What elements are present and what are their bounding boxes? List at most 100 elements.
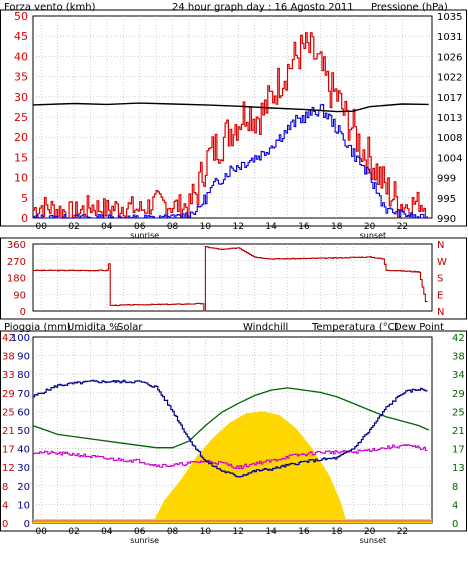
temperature-ytick-13: 13 [452, 463, 465, 474]
temperature-ytick-29: 29 [452, 389, 465, 400]
climate-panel-hour-label-04: 04 [101, 527, 113, 537]
rain-ytick-12: 12 [2, 463, 15, 474]
rain-ytick-8: 8 [2, 482, 8, 493]
rain-ytick-21: 21 [2, 426, 15, 437]
temperature-ytick-42: 42 [452, 333, 465, 344]
direction-ytick-180: 180 [7, 274, 26, 285]
pressure-ytick-1035: 1035 [437, 12, 462, 23]
temperature-ytick-4: 4 [452, 500, 458, 511]
header-title: 24 hour graph day : 16 Agosto 2011 [172, 2, 354, 13]
wind-panel-hour-label-18: 18 [331, 222, 343, 232]
temperature-ytick-34: 34 [452, 370, 465, 381]
wind-panel-hour-label-00: 00 [35, 222, 47, 232]
climate-panel-hour-label-02: 02 [68, 527, 79, 537]
rain-ytick-0: 0 [2, 519, 8, 530]
temperature-ytick-0: 0 [452, 519, 458, 530]
wind-panel-sunset-label: sunset [360, 231, 387, 240]
humidity-ytick-30: 30 [17, 463, 30, 474]
climate-panel-sunrise-label: sunrise [130, 536, 159, 545]
humidity-ytick-80: 80 [17, 370, 30, 381]
pressure-ytick-1013: 1013 [437, 113, 462, 124]
wind-panel-border [0, 9, 467, 227]
pressure-ytick-1017: 1017 [437, 93, 462, 104]
pressure-ytick-990: 990 [437, 214, 456, 225]
wind-panel-hour-label-08: 08 [167, 222, 179, 232]
wind-ytick-45: 45 [14, 30, 28, 43]
climate-panel-hour-label-18: 18 [331, 527, 343, 537]
rain-ytick-17: 17 [2, 445, 15, 456]
rain-ytick-29: 29 [2, 389, 15, 400]
direction-ytick-360: 360 [7, 240, 26, 251]
wind-ytick-25: 25 [14, 111, 28, 124]
wind-ytick-15: 15 [14, 151, 28, 164]
wind-panel-plot-area [32, 15, 433, 219]
pressure-ytick-1008: 1008 [437, 133, 462, 144]
rain-ytick-38: 38 [2, 352, 15, 363]
direction-ytick-270: 270 [7, 257, 26, 268]
direction-compass-N-4: N [437, 240, 444, 251]
legend-windchill: Windchill [243, 322, 288, 333]
climate-panel-hour-label-12: 12 [233, 527, 244, 537]
wind-panel-hour-label-20: 20 [364, 222, 376, 232]
wind-ytick-20: 20 [14, 131, 28, 144]
legend-temperature: Temperatura (°C) [311, 322, 399, 333]
direction-ytick-90: 90 [13, 290, 26, 301]
humidity-ytick-0: 0 [24, 519, 30, 530]
climate-panel-hour-label-00: 00 [35, 527, 47, 537]
climate-panel-sunset-label: sunset [360, 536, 387, 545]
pressure-ytick-999: 999 [437, 174, 456, 185]
wind-panel-sunrise-label: sunrise [130, 231, 159, 240]
humidity-ytick-100: 100 [11, 333, 30, 344]
climate-panel-hour-label-20: 20 [364, 527, 376, 537]
wind-panel-hour-label-10: 10 [200, 222, 212, 232]
wind-direction-line [33, 245, 428, 312]
pressure-ytick-1026: 1026 [437, 52, 462, 63]
wind-ytick-35: 35 [14, 71, 28, 84]
wind-panel-hour-label-04: 04 [101, 222, 113, 232]
climate-panel-hour-label-16: 16 [298, 527, 310, 537]
wind-average-line [33, 103, 428, 219]
wind-ytick-30: 30 [14, 91, 28, 104]
legend-dew-point: Dew Point [394, 322, 444, 333]
pressure-ytick-1004: 1004 [437, 153, 462, 164]
humidity-ytick-70: 70 [17, 389, 30, 400]
humidity-ytick-20: 20 [17, 482, 30, 493]
temperature-ytick-17: 17 [452, 445, 465, 456]
pressure-ytick-995: 995 [437, 194, 456, 205]
wind-panel-hour-label-16: 16 [298, 222, 310, 232]
legend-humidity: Umidita % [67, 322, 119, 333]
pressure-line [32, 102, 429, 113]
climate-panel-hour-label-10: 10 [200, 527, 212, 537]
wind-gust-line [33, 32, 428, 219]
direction-ytick-0: 0 [20, 307, 26, 318]
humidity-ytick-10: 10 [17, 500, 30, 511]
climate-panel-border [0, 330, 467, 532]
humidity-ytick-60: 60 [17, 407, 30, 418]
rain-ytick-4: 4 [2, 500, 8, 511]
climate-panel-hour-label-22: 22 [397, 527, 408, 537]
rain-ytick-25: 25 [2, 407, 15, 418]
direction-panel-border [0, 237, 467, 320]
climate-panel-hour-label-06: 06 [134, 527, 146, 537]
temperature-ytick-25: 25 [452, 407, 465, 418]
pressure-ytick-1031: 1031 [437, 32, 462, 43]
temperature-ytick-8: 8 [452, 482, 458, 493]
humidity-ytick-40: 40 [17, 445, 30, 456]
wind-panel-hour-label-12: 12 [233, 222, 244, 232]
temperature-ytick-21: 21 [452, 426, 465, 437]
temperature-line [32, 387, 429, 449]
rain-ytick-42: 42 [2, 333, 15, 344]
direction-compass-S-2: S [437, 274, 443, 285]
wind-ytick-50: 50 [14, 10, 28, 23]
climate-panel-hour-label-08: 08 [167, 527, 179, 537]
dew-point-line [33, 444, 428, 469]
wind-ytick-40: 40 [14, 50, 28, 63]
climate-panel-hour-label-14: 14 [265, 527, 277, 537]
wind-panel-hour-label-22: 22 [397, 222, 408, 232]
rain-ytick-33: 33 [2, 370, 15, 381]
pressure-ytick-1022: 1022 [437, 73, 462, 84]
header-right-label: Pressione (hPa) [371, 2, 448, 13]
humidity-ytick-90: 90 [17, 352, 30, 363]
wind-panel-hour-label-14: 14 [265, 222, 277, 232]
